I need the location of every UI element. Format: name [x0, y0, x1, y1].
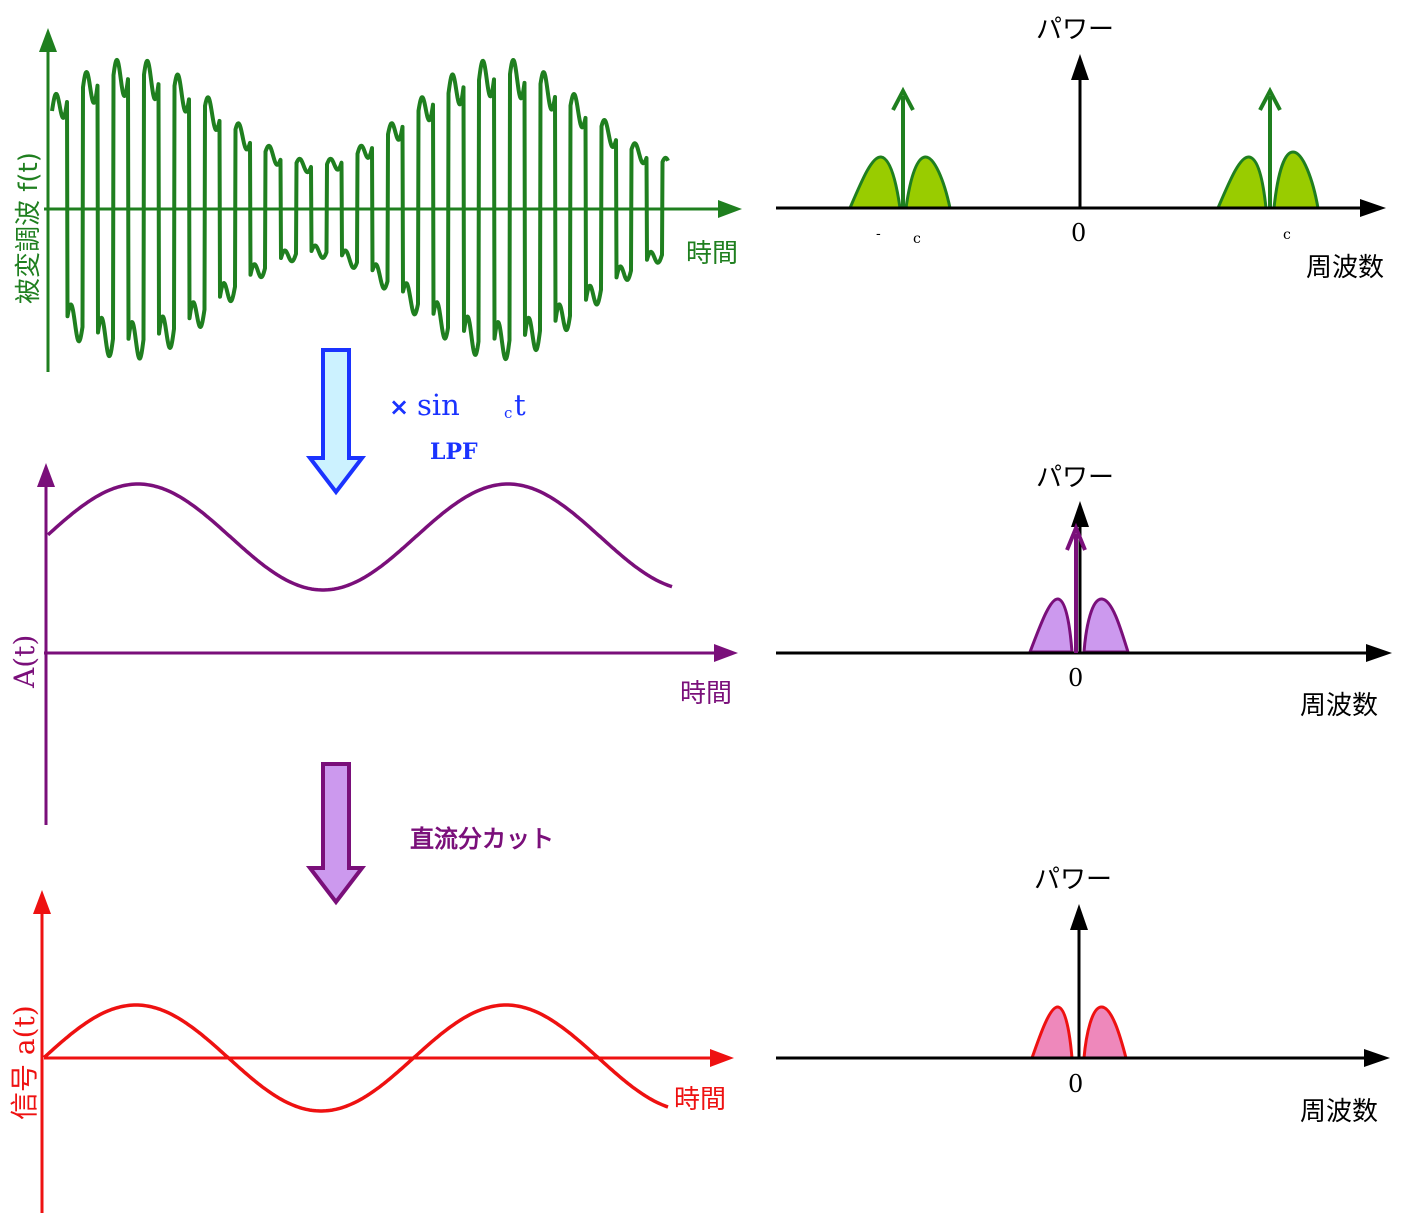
am-lower-sideband-neg	[847, 155, 902, 210]
step2-arrow: 直流分カット	[305, 762, 554, 906]
step1-arrow: × sin c t LPF	[305, 348, 526, 496]
envelope-panel: 時間 A(t)	[8, 463, 738, 825]
spec3-y-arrowhead	[1070, 904, 1088, 930]
sig-x-arrowhead	[710, 1049, 734, 1067]
am-wave-panel: 時間 被変調波 f(t)	[14, 28, 742, 372]
env-y-arrowhead	[37, 463, 55, 487]
am-x-arrowhead	[718, 200, 742, 218]
env-upper-sideband	[1082, 597, 1131, 654]
neg-carrier-arrow-icon	[891, 86, 915, 111]
am-lower-sideband-pos	[1215, 155, 1268, 210]
pos-carrier-arrow-icon	[1258, 86, 1282, 111]
env-lower-sideband	[1027, 597, 1074, 654]
multiply-symbol: ×	[389, 393, 409, 421]
env-x-label: 時間	[680, 679, 732, 709]
spec1-y-label: パワー	[1036, 15, 1114, 45]
spec3-x-label: 周波数	[1300, 1097, 1378, 1127]
spec2-y-label: パワー	[1036, 463, 1114, 493]
signal-waveform	[42, 1003, 669, 1113]
env-x-arrowhead	[714, 644, 738, 662]
down-arrow-icon	[305, 348, 367, 496]
spec2-x-arrowhead	[1366, 644, 1392, 662]
sig-y-label: 信号 a(t)	[8, 1005, 41, 1120]
down-arrow-icon	[305, 762, 367, 906]
am-x-label: 時間	[686, 239, 738, 269]
spec3-x-arrowhead	[1364, 1049, 1390, 1067]
spec2-zero-label: 0	[1068, 664, 1083, 692]
carrier-subscript: c	[504, 404, 512, 422]
neg-carrier-minus: -	[876, 226, 881, 242]
signal-panel: 時間 信号 a(t)	[8, 890, 734, 1213]
sig-upper-sideband	[1082, 1005, 1128, 1060]
sin-label: sin	[417, 388, 460, 422]
spectrum-envelope: パワー 0 周波数	[776, 463, 1392, 721]
pos-carrier-subscript: c	[1283, 227, 1291, 243]
neg-carrier-subscript: c	[913, 231, 921, 247]
sig-y-arrowhead	[33, 890, 51, 914]
am-y-label: 被変調波 f(t)	[14, 152, 44, 304]
am-waveform	[50, 57, 670, 362]
lpf-label: LPF	[430, 439, 478, 465]
spec2-x-label: 周波数	[1300, 691, 1378, 721]
t-label: t	[514, 388, 526, 422]
spec3-zero-label: 0	[1068, 1070, 1083, 1098]
spec1-y-arrowhead	[1071, 54, 1089, 80]
am-upper-sideband-neg	[904, 155, 952, 210]
spec3-y-label: パワー	[1034, 865, 1112, 895]
spec1-x-arrowhead	[1360, 199, 1386, 217]
dc-component-arrow-icon	[1065, 522, 1087, 551]
spectrum-signal: パワー 0 周波数	[776, 865, 1390, 1127]
env-y-label: A(t)	[8, 635, 41, 689]
spectrum-am: パワー 0 - c c 周波数	[776, 15, 1386, 283]
dc-cut-label: 直流分カット	[410, 825, 554, 853]
spec1-zero-label: 0	[1071, 219, 1086, 247]
am-y-arrowhead	[39, 28, 57, 52]
sig-x-label: 時間	[674, 1085, 726, 1115]
envelope-waveform	[46, 482, 673, 592]
am-upper-sideband-pos	[1272, 150, 1320, 210]
spec1-x-label: 周波数	[1306, 253, 1384, 283]
sig-lower-sideband	[1029, 1005, 1074, 1060]
spec2-y-arrowhead	[1071, 501, 1089, 527]
